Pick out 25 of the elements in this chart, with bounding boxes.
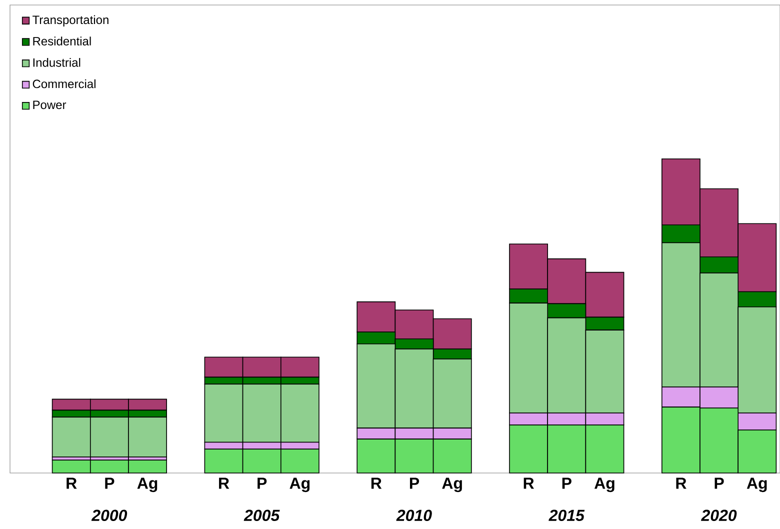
legend-label: Transportation: [32, 15, 108, 26]
legend-label: Residential: [33, 36, 91, 46]
text: 2000: [91, 510, 128, 522]
x-tick-label: R: [524, 478, 534, 489]
x-tick-label: R: [371, 478, 382, 489]
text: 2005: [244, 510, 280, 522]
x-tick-label: Ag: [594, 478, 614, 492]
x-tick-label: P: [410, 478, 420, 489]
x-tick-label: P: [258, 478, 267, 489]
x-tick-label: Ag: [137, 478, 158, 492]
x-tick-label: R: [219, 478, 230, 489]
legend-label: Power: [33, 100, 66, 110]
x-tick-label: R: [66, 478, 77, 489]
x-tick-label: P: [714, 478, 724, 489]
legend-label: Industrial: [33, 58, 80, 67]
x-tick-label: P: [562, 478, 572, 489]
text: 2015: [548, 510, 585, 522]
x-tick-label: R: [676, 478, 686, 489]
x-tick-label: Ag: [442, 478, 462, 492]
x-tick-label: P: [105, 478, 114, 489]
x-tick-label: Ag: [746, 478, 767, 492]
text: 2020: [701, 510, 737, 522]
x-tick-label: Ag: [290, 478, 310, 492]
legend-label: Commercial: [32, 79, 96, 88]
text: 2010: [396, 510, 432, 522]
